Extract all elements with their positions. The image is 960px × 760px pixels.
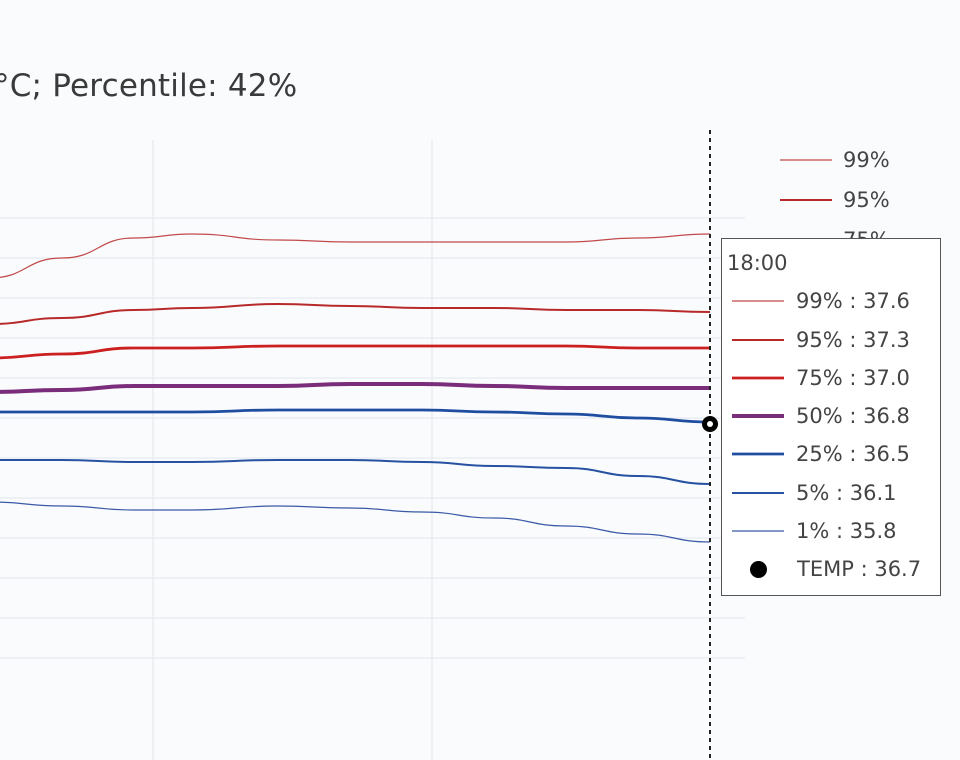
hover-swatch-1 [732, 530, 784, 532]
hover-time: 18:00 [727, 251, 788, 275]
hover-label: 75% : 37.0 [796, 366, 910, 390]
hover-row-95: 95% : 37.3 [722, 323, 940, 357]
series-line-25pct [0, 408, 711, 424]
hover-label: 99% : 37.6 [796, 289, 910, 313]
series-line-75pct [0, 344, 710, 360]
series-lines [0, 233, 711, 543]
legend-label: 95% [843, 188, 890, 212]
hover-label: 5% : 36.1 [796, 481, 897, 505]
hover-label: 50% : 36.8 [796, 404, 910, 428]
chart-title: °C; Percentile: 42% [0, 68, 298, 104]
hover-row-75: 75% : 37.0 [722, 361, 940, 395]
series-line-5pct [0, 458, 711, 485]
hover-row-5: 5% : 36.1 [722, 476, 940, 510]
hover-row-1: 1% : 35.8 [722, 514, 940, 548]
marker-layer [702, 416, 718, 432]
hover-row-temp: TEMP : 36.7 [722, 552, 940, 586]
hover-row-50: 50% : 36.8 [722, 399, 940, 433]
hover-label: 25% : 36.5 [796, 442, 910, 466]
hover-row-99: 99% : 37.6 [722, 284, 940, 318]
series-line-99pct [0, 233, 711, 279]
series-line-50pct [0, 381, 710, 394]
temp-marker-highlight [707, 421, 713, 427]
temp-dot-icon [750, 560, 767, 578]
series-line-95pct [0, 303, 711, 325]
hover-label: TEMP : 36.7 [797, 557, 922, 581]
legend-swatch-99 [780, 159, 832, 161]
legend-item-95[interactable]: 95% [780, 180, 960, 220]
hover-swatch-75 [732, 376, 784, 380]
hover-swatch-99 [732, 300, 784, 302]
hover-row-25: 25% : 36.5 [722, 437, 940, 471]
hover-swatch-25 [732, 452, 784, 456]
series-line-1pct [0, 501, 711, 543]
hover-swatch-5 [732, 492, 784, 494]
hover-swatch-95 [732, 339, 784, 341]
hover-label: 95% : 37.3 [796, 328, 910, 352]
grid [0, 140, 745, 760]
legend-label: 99% [843, 148, 890, 172]
legend-swatch-95 [780, 199, 832, 201]
legend-item-99[interactable]: 99% [780, 140, 960, 180]
hover-tooltip: 18:00 99% : 37.6 95% : 37.3 75% : 37.0 5… [721, 238, 941, 596]
hover-label: 1% : 35.8 [796, 519, 897, 543]
hover-swatch-50 [732, 414, 784, 418]
